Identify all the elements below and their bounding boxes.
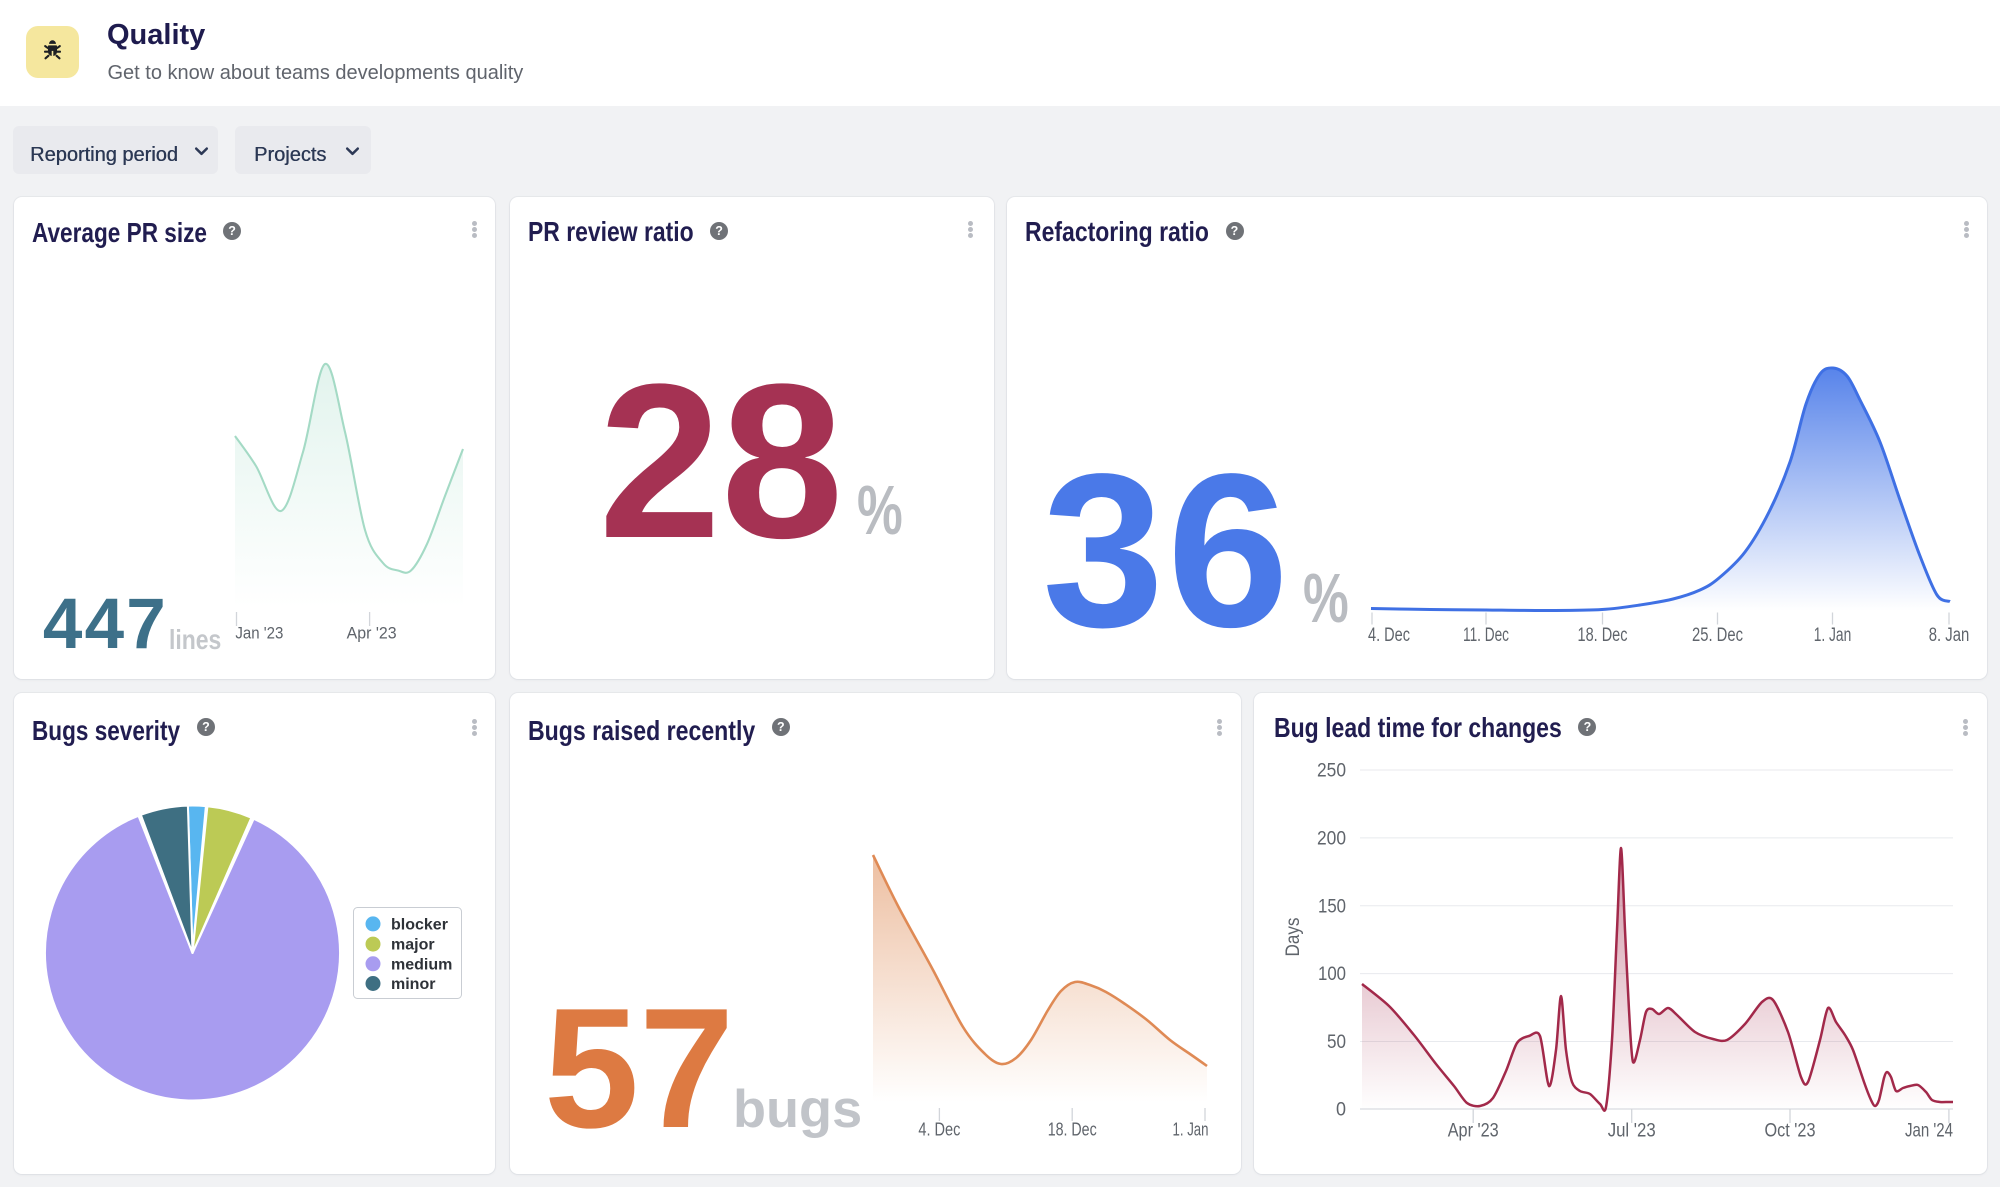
svg-text:1. Jan: 1. Jan bbox=[1173, 1119, 1209, 1140]
svg-text:4. Dec: 4. Dec bbox=[1368, 625, 1410, 646]
svg-text:medium: medium bbox=[391, 956, 452, 973]
svg-text:Jan '23: Jan '23 bbox=[235, 625, 283, 643]
svg-text:major: major bbox=[391, 937, 435, 954]
svg-text:blocker: blocker bbox=[391, 916, 448, 933]
svg-text:Jan '24: Jan '24 bbox=[1905, 1119, 1953, 1141]
svg-text:Days: Days bbox=[1283, 918, 1304, 957]
svg-text:Jul '23: Jul '23 bbox=[1608, 1119, 1656, 1141]
svg-text:200: 200 bbox=[1317, 828, 1346, 849]
svg-text:Apr '23: Apr '23 bbox=[1448, 1119, 1499, 1141]
svg-text:minor: minor bbox=[391, 976, 435, 993]
svg-text:11. Dec: 11. Dec bbox=[1463, 625, 1509, 646]
svg-text:250: 250 bbox=[1317, 761, 1346, 782]
svg-text:Apr '23: Apr '23 bbox=[347, 625, 397, 643]
svg-text:1. Jan: 1. Jan bbox=[1814, 625, 1852, 646]
svg-text:100: 100 bbox=[1318, 964, 1346, 985]
svg-text:8. Jan: 8. Jan bbox=[1929, 625, 1970, 646]
svg-text:0: 0 bbox=[1336, 1100, 1346, 1121]
svg-text:150: 150 bbox=[1318, 896, 1346, 917]
svg-text:25. Dec: 25. Dec bbox=[1692, 625, 1743, 646]
svg-text:18. Dec: 18. Dec bbox=[1578, 625, 1628, 646]
svg-text:50: 50 bbox=[1327, 1032, 1346, 1053]
svg-text:18. Dec: 18. Dec bbox=[1048, 1119, 1097, 1140]
svg-text:Oct '23: Oct '23 bbox=[1765, 1119, 1816, 1141]
svg-text:4. Dec: 4. Dec bbox=[918, 1119, 960, 1140]
